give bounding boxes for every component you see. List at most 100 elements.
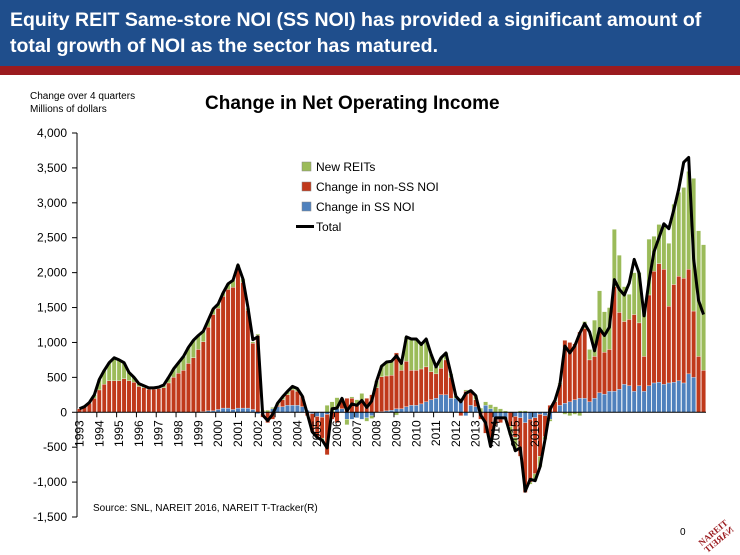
bar-non-ss	[404, 361, 409, 407]
bar-ss	[245, 407, 251, 413]
bar-ss	[225, 407, 231, 413]
bar-non-ss	[681, 278, 686, 384]
bar-ss	[438, 394, 444, 413]
bar-new	[493, 406, 498, 413]
bar-ss	[602, 393, 607, 413]
x-tick-label: 1999	[191, 420, 205, 447]
bar-new	[349, 396, 355, 399]
bar-non-ss	[116, 380, 122, 413]
bar-new	[587, 349, 592, 361]
bar-ss	[636, 385, 642, 413]
bar-ss	[235, 407, 241, 413]
bar-non-ss	[121, 378, 127, 413]
bar-new	[116, 359, 122, 382]
bar-ss	[413, 405, 419, 413]
bar-ss	[527, 412, 533, 420]
bar-non-ss	[181, 370, 186, 413]
bar-non-ss	[126, 380, 132, 413]
y-tick-label: 500	[47, 370, 67, 384]
bar-non-ss	[696, 356, 701, 413]
bar-non-ss	[458, 412, 464, 416]
bar-non-ss	[97, 389, 102, 413]
x-tick-label: 1993	[73, 420, 87, 447]
bar-ss	[626, 385, 632, 413]
bar-non-ss	[641, 356, 647, 392]
bar-ss	[691, 377, 696, 413]
bar-non-ss	[428, 371, 434, 400]
x-tick-label: 2004	[290, 420, 304, 447]
bar-ss	[433, 398, 439, 413]
bar-ss	[517, 412, 523, 419]
bar-non-ss	[111, 380, 117, 413]
legend-swatch-non-ss	[301, 181, 312, 192]
legend-swatch-ss	[301, 201, 312, 212]
bar-ss	[577, 398, 582, 413]
bar-ss	[686, 373, 691, 413]
x-tick-label: 2007	[350, 420, 364, 447]
bar-ss	[592, 398, 597, 413]
x-tick-label: 2002	[251, 420, 265, 447]
bar-ss	[404, 406, 409, 413]
bar-ss	[428, 399, 434, 413]
bar-non-ss	[636, 322, 642, 386]
bar-non-ss	[176, 373, 181, 413]
bar-ss	[646, 385, 652, 413]
bar-non-ss	[186, 363, 191, 413]
bar-non-ss	[215, 308, 221, 410]
bar-new	[250, 341, 256, 344]
bar-ss	[369, 412, 374, 416]
bar-ss	[572, 399, 578, 413]
bar-non-ss	[106, 380, 112, 413]
bar-non-ss	[572, 343, 578, 400]
bar-ss	[399, 408, 404, 413]
bar-ss	[617, 389, 622, 413]
bar-ss	[240, 407, 246, 413]
bar-ss	[409, 405, 414, 413]
bar-non-ss	[240, 282, 246, 409]
bar-new	[666, 243, 672, 307]
bar-ss	[562, 403, 568, 413]
x-tick-label: 2010	[409, 420, 423, 447]
bar-non-ss	[607, 349, 612, 392]
bar-ss	[483, 405, 488, 413]
bar-non-ss	[101, 384, 107, 413]
bar-new	[255, 333, 261, 336]
bar-new	[413, 338, 419, 371]
total-line	[78, 155, 705, 493]
bar-non-ss	[587, 359, 592, 402]
bar-ss	[295, 405, 300, 413]
page-number: 0	[680, 527, 686, 538]
bar-ss	[418, 403, 424, 413]
y-tick-label: -500	[43, 440, 67, 454]
bar-ss	[453, 398, 459, 413]
bar-ss	[463, 412, 469, 416]
y-tick-label: 4,000	[37, 126, 67, 140]
source-note: Source: SNL, NAREIT 2016, NAREIT T-Track…	[93, 503, 318, 514]
bar-ss	[339, 408, 345, 413]
bar-non-ss	[626, 319, 632, 386]
x-tick-label: 2006	[330, 420, 344, 447]
bar-ss	[488, 408, 493, 413]
bar-ss	[651, 382, 657, 413]
bar-ss	[597, 392, 602, 413]
bar-non-ss	[235, 268, 241, 409]
bar-non-ss	[617, 312, 622, 390]
bar-non-ss	[438, 368, 444, 395]
x-tick-label: 2003	[271, 420, 285, 447]
bar-non-ss	[290, 389, 295, 406]
bar-new	[483, 401, 488, 406]
x-tick-label: 1994	[92, 420, 106, 447]
bar-ss	[532, 412, 538, 419]
x-tick-label: 2016	[528, 420, 542, 447]
bar-ss	[300, 406, 305, 413]
bar-non-ss	[210, 314, 216, 412]
bar-non-ss	[205, 326, 211, 412]
bar-ss	[522, 412, 528, 423]
bar-ss	[587, 401, 592, 413]
bar-ss	[513, 412, 518, 417]
slide-title: Equity REIT Same-store NOI (SS NOI) has …	[10, 9, 702, 57]
bar-non-ss	[656, 263, 662, 383]
bar-ss	[631, 391, 637, 413]
bar-new	[418, 344, 424, 370]
bar-non-ss	[136, 386, 142, 413]
